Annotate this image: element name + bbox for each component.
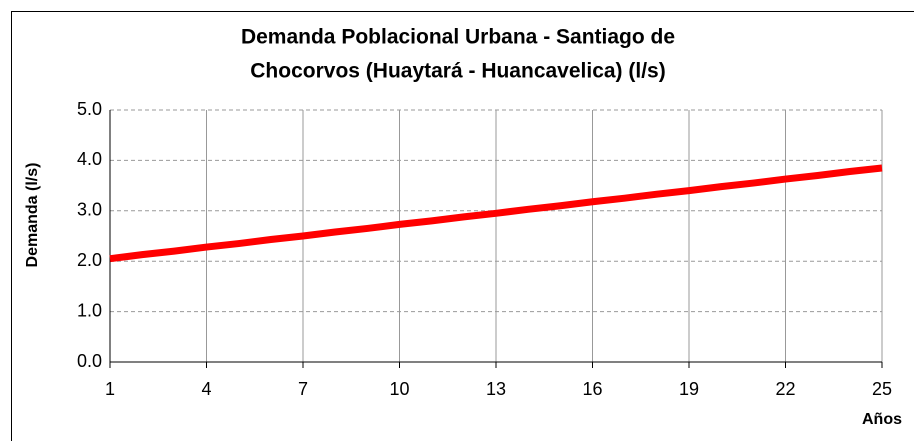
chart-title: Demanda Poblacional Urbana - Santiago de — [241, 26, 675, 49]
x-axis-label: Años — [862, 411, 902, 428]
y-tick-label: 2.0 — [77, 250, 102, 270]
chart-frame — [11, 11, 914, 441]
y-tick-label: 3.0 — [77, 200, 102, 220]
x-tick-label: 7 — [298, 379, 308, 399]
x-tick-label: 19 — [679, 379, 699, 399]
x-tick-label: 25 — [872, 379, 892, 399]
chart-title: Chocorvos (Huaytará - Huancavelica) (l/s… — [250, 60, 665, 83]
x-tick-label: 16 — [582, 379, 602, 399]
y-tick-label: 4.0 — [77, 149, 102, 169]
y-axis-label: Demanda (l/s) — [24, 163, 41, 268]
y-tick-label: 5.0 — [77, 99, 102, 119]
y-tick-label: 1.0 — [77, 300, 102, 320]
x-tick-label: 10 — [389, 379, 409, 399]
x-tick-label: 4 — [201, 379, 211, 399]
line-series — [109, 164, 883, 263]
x-tick-label: 1 — [105, 379, 115, 399]
x-tick-label: 13 — [486, 379, 506, 399]
x-tick-label: 22 — [775, 379, 795, 399]
y-tick-label: 0.0 — [77, 351, 102, 371]
